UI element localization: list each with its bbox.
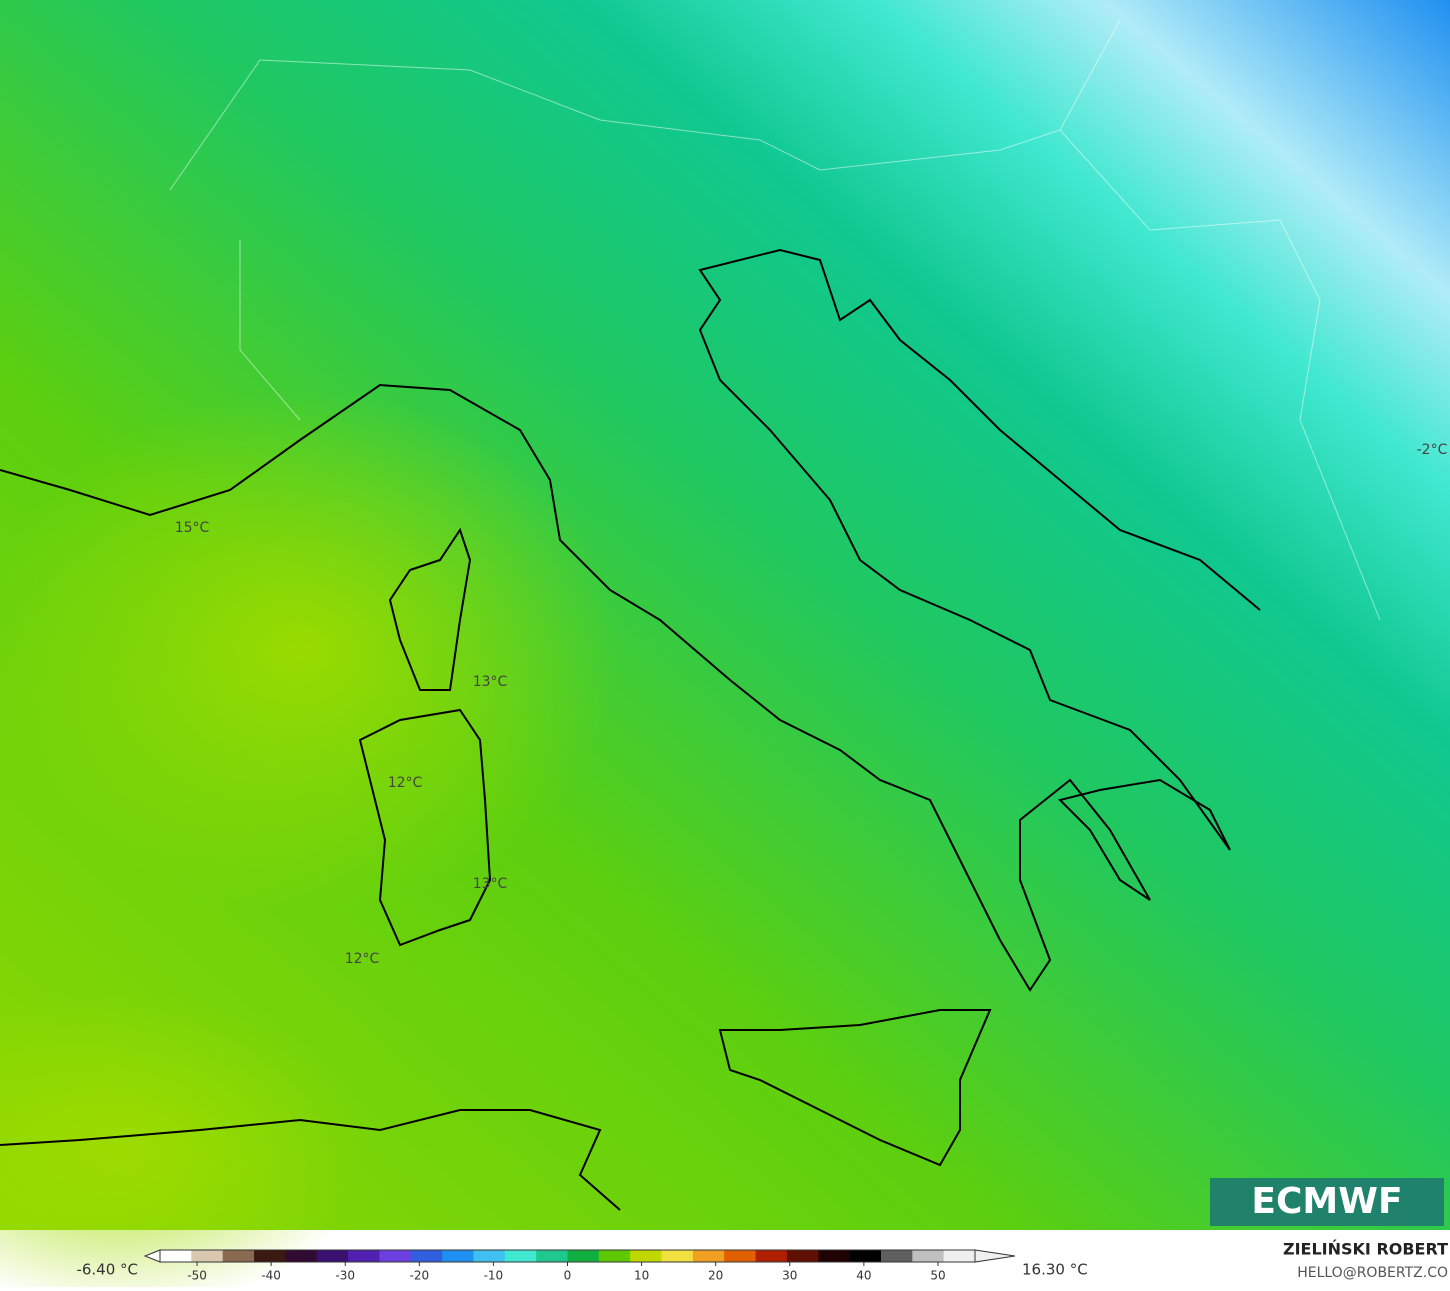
corsica bbox=[388, 527, 472, 691]
colorbar-swatch bbox=[692, 1250, 725, 1262]
warm-area bbox=[0, 390, 620, 910]
colorbar-tick-label: 40 bbox=[856, 1269, 871, 1283]
max-label: 16.30 °C bbox=[1022, 1261, 1088, 1279]
colorbar: -50 -40 -30 -20 -10 0 10 20 30 40 50 bbox=[143, 1249, 1016, 1283]
colorbar-tick-label: -30 bbox=[335, 1269, 355, 1283]
colorbar-swatch bbox=[504, 1250, 537, 1262]
logo-background bbox=[1210, 1178, 1444, 1226]
colorbar-swatch bbox=[442, 1250, 474, 1262]
colorbar-swatch bbox=[160, 1250, 192, 1262]
temperature-label: -2°C bbox=[1417, 442, 1448, 458]
colorbar-tick-label: -10 bbox=[484, 1269, 504, 1283]
colorbar-swatch bbox=[254, 1250, 286, 1262]
colorbar-swatch bbox=[316, 1250, 349, 1262]
colorbar-swatch bbox=[880, 1250, 913, 1262]
colorbar-swatch bbox=[191, 1250, 224, 1262]
temperature-label: 12°C bbox=[388, 775, 423, 791]
warm-area bbox=[0, 990, 370, 1291]
colorbar-swatch bbox=[222, 1250, 255, 1262]
temperature-label: 12°C bbox=[345, 951, 380, 967]
mainland-coast bbox=[0, 248, 1261, 992]
colorbar-swatch bbox=[473, 1250, 506, 1262]
colorbar-swatch bbox=[849, 1250, 882, 1262]
colorbar-tick-label: 10 bbox=[634, 1269, 649, 1283]
colorbar-tick-label: -20 bbox=[410, 1269, 430, 1283]
colorbar-swatch bbox=[410, 1250, 443, 1262]
sicily bbox=[718, 1009, 992, 1167]
borders bbox=[169, 19, 1381, 621]
colorbar-swatch bbox=[536, 1250, 568, 1262]
colorbar-swatch bbox=[912, 1250, 945, 1262]
temperature-label: 13°C bbox=[473, 876, 508, 892]
colorbar-tick-label: 30 bbox=[782, 1269, 797, 1283]
africa-coast bbox=[0, 1109, 621, 1211]
colorbar-swatch bbox=[379, 1250, 412, 1262]
sardinia bbox=[358, 708, 492, 947]
colorbar-tick-label: 20 bbox=[708, 1269, 723, 1283]
colorbar-end bbox=[974, 1249, 1016, 1263]
colorbar-swatch bbox=[818, 1250, 851, 1262]
colorbar-tick-label: 50 bbox=[930, 1269, 945, 1283]
colorbar-swatch bbox=[598, 1250, 631, 1262]
colorbar-tick-label: -50 bbox=[187, 1269, 207, 1283]
author: ZIELIŃSKI ROBERT bbox=[1283, 1240, 1448, 1259]
colorbar-swatch bbox=[786, 1250, 819, 1262]
colorbar-swatch bbox=[348, 1250, 380, 1262]
colorbar-swatch bbox=[661, 1250, 694, 1262]
colorbar-swatch bbox=[567, 1250, 600, 1262]
colorbar-swatch bbox=[755, 1250, 788, 1262]
temperature-labels: 15°C 13°C 12°C 13°C 12°C -2°C bbox=[175, 442, 1448, 967]
colorbar-swatch bbox=[285, 1250, 318, 1262]
colorbar-tick-label: 0 bbox=[564, 1269, 572, 1283]
logo-box: ECMWF bbox=[1210, 1178, 1444, 1226]
colorbar-tick-label: -40 bbox=[261, 1269, 281, 1283]
temperature-label: 15°C bbox=[175, 520, 210, 536]
coastlines bbox=[0, 248, 1261, 1211]
colorbar-swatch bbox=[630, 1250, 663, 1262]
contact: HELLO@ROBERTZ.CO bbox=[1297, 1265, 1448, 1281]
colorbar-swatch bbox=[943, 1250, 976, 1262]
min-label: -6.40 °C bbox=[76, 1261, 138, 1279]
logo-text: ECMWF bbox=[1251, 1181, 1402, 1222]
colorbar-swatch bbox=[724, 1250, 757, 1262]
temperature-label: 13°C bbox=[473, 674, 508, 690]
